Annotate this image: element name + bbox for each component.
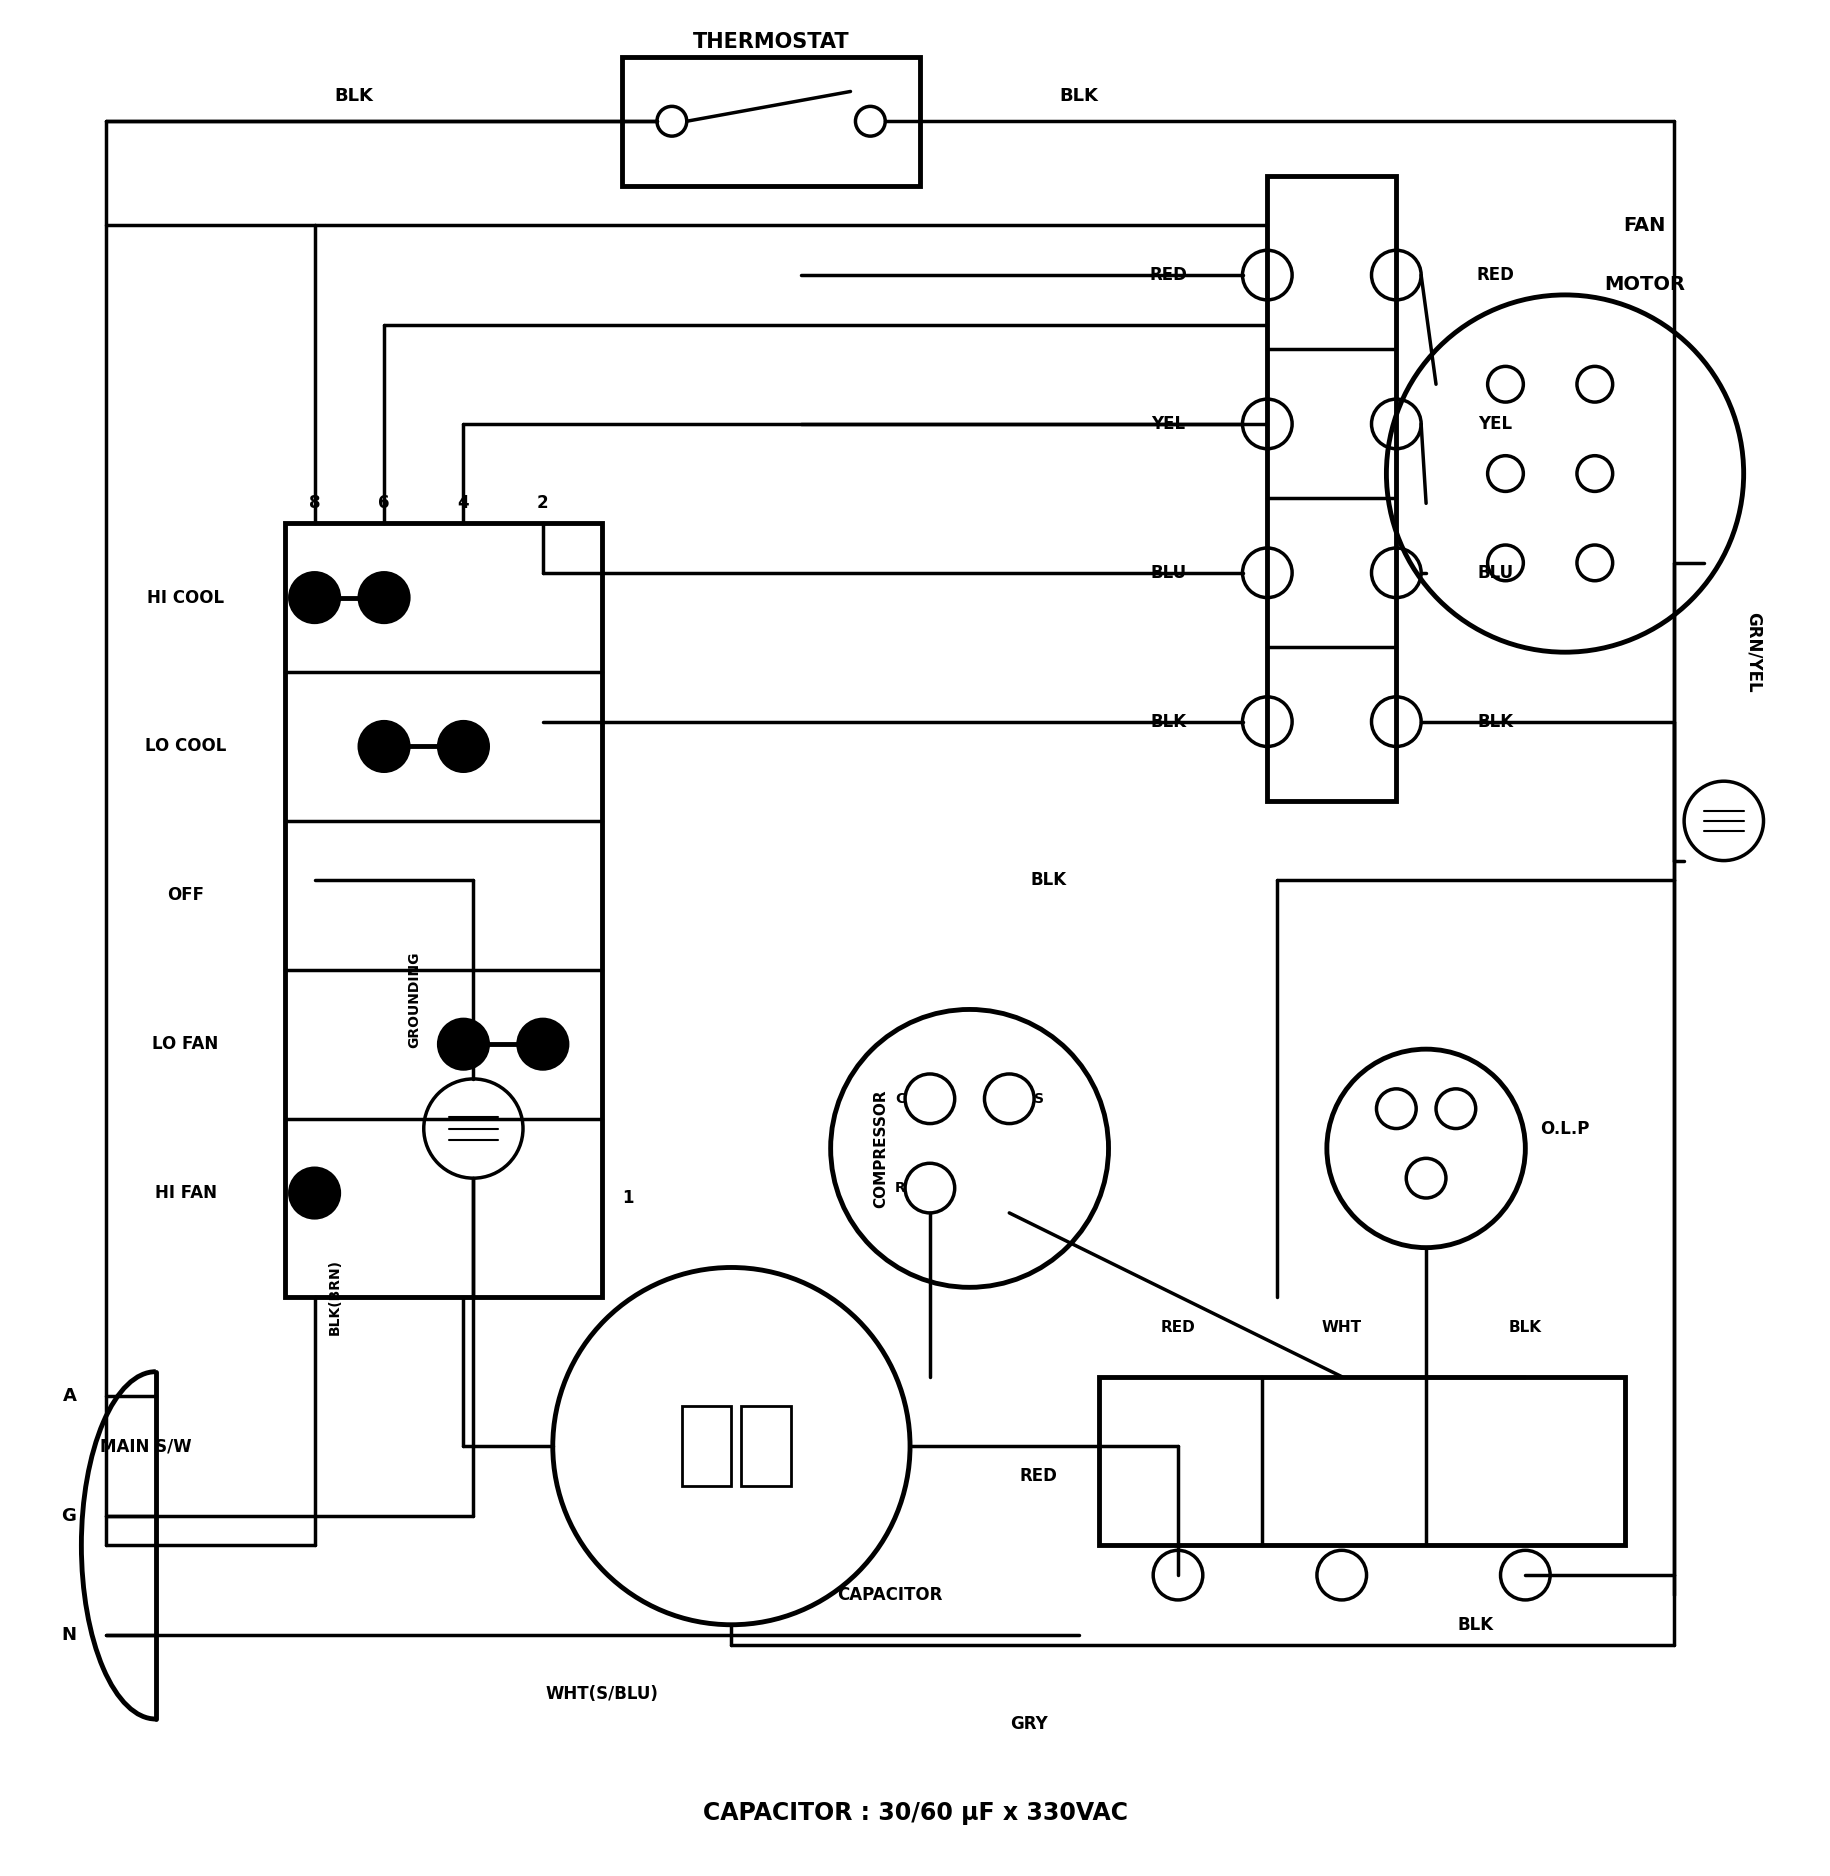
Text: RED: RED — [1160, 1319, 1195, 1334]
Circle shape — [359, 572, 408, 623]
Text: S: S — [1034, 1092, 1043, 1105]
Text: CAPACITOR : 30/60 μF x 330VAC: CAPACITOR : 30/60 μF x 330VAC — [703, 1801, 1127, 1825]
Text: HI FAN: HI FAN — [154, 1184, 216, 1203]
Text: MOTOR: MOTOR — [1603, 276, 1684, 295]
Text: A: A — [62, 1388, 77, 1405]
Bar — [741, 1407, 791, 1486]
Bar — [681, 1407, 730, 1486]
Bar — [1266, 176, 1396, 801]
Circle shape — [289, 572, 339, 623]
Text: R: R — [893, 1182, 904, 1195]
Circle shape — [359, 722, 408, 771]
Text: 1: 1 — [622, 1189, 633, 1206]
Circle shape — [439, 1019, 489, 1069]
Circle shape — [289, 1169, 339, 1218]
Text: 2: 2 — [536, 493, 549, 512]
Text: HI COOL: HI COOL — [146, 589, 223, 606]
Text: FAN: FAN — [1623, 216, 1665, 234]
Text: 6: 6 — [379, 493, 390, 512]
Text: GRY: GRY — [1010, 1715, 1047, 1733]
Text: G: G — [62, 1506, 77, 1525]
Text: WHT: WHT — [1321, 1319, 1362, 1334]
Text: O.L.P: O.L.P — [1539, 1120, 1588, 1137]
Bar — [285, 523, 602, 1298]
Text: CAPACITOR: CAPACITOR — [836, 1585, 942, 1604]
Text: N: N — [62, 1626, 77, 1643]
Text: BLU: BLU — [1477, 565, 1513, 582]
Text: BLK: BLK — [1457, 1615, 1493, 1634]
Text: BLK: BLK — [1477, 713, 1513, 730]
Text: MAIN S/W: MAIN S/W — [101, 1437, 192, 1456]
Text: THERMOSTAT: THERMOSTAT — [692, 32, 849, 53]
Text: LO FAN: LO FAN — [152, 1036, 218, 1052]
Text: GRN/YEL: GRN/YEL — [1744, 612, 1762, 692]
Text: BLK: BLK — [335, 88, 373, 105]
Text: 4: 4 — [458, 493, 468, 512]
Text: RED: RED — [1475, 266, 1513, 283]
Text: BLK(BRN): BLK(BRN) — [328, 1259, 340, 1336]
Bar — [1098, 1377, 1623, 1546]
Text: YEL: YEL — [1151, 415, 1184, 433]
Text: LO COOL: LO COOL — [145, 737, 227, 756]
Text: 8: 8 — [309, 493, 320, 512]
Text: YEL: YEL — [1477, 415, 1512, 433]
Text: OFF: OFF — [167, 885, 203, 904]
Text: C: C — [895, 1092, 904, 1105]
Text: BLU: BLU — [1149, 565, 1186, 582]
Text: WHT(S/BLU): WHT(S/BLU) — [545, 1685, 659, 1703]
Circle shape — [439, 722, 489, 771]
Text: BLK: BLK — [1060, 88, 1098, 105]
Circle shape — [518, 1019, 567, 1069]
Text: BLK: BLK — [1508, 1319, 1541, 1334]
Bar — [622, 56, 919, 186]
Text: RED: RED — [1149, 266, 1186, 283]
Text: BLK: BLK — [1149, 713, 1186, 730]
Text: RED: RED — [1019, 1467, 1056, 1486]
Text: GROUNDING: GROUNDING — [406, 951, 421, 1049]
Text: BLK: BLK — [1030, 872, 1067, 889]
Text: COMPRESSOR: COMPRESSOR — [873, 1090, 888, 1208]
